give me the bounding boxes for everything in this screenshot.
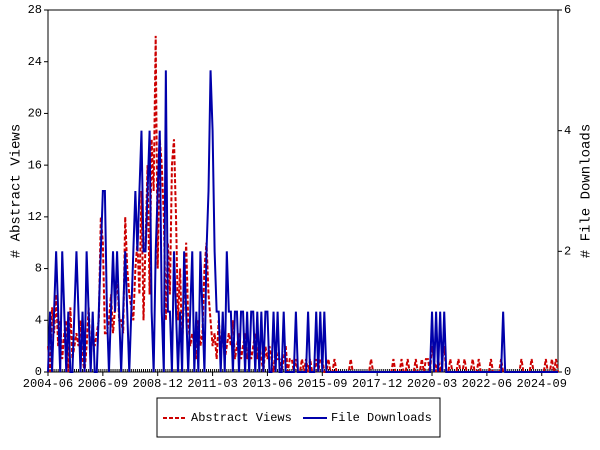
x-tick-label: 2013-06: [242, 377, 292, 391]
y-tick-label: 12: [28, 210, 42, 224]
series-line: [47, 35, 559, 373]
y2-axis-label: # File Downloads: [579, 124, 595, 258]
legend-label: Abstract Views: [191, 411, 292, 425]
y-tick-label: 28: [28, 3, 42, 17]
y-tick-label: 20: [28, 107, 42, 121]
x-tick-label: 2006-09: [78, 377, 128, 391]
y-tick-label: 8: [35, 262, 42, 276]
plot-frame: [47, 9, 559, 373]
y2-tick-label: 0: [564, 365, 571, 379]
y-tick-label: 24: [28, 55, 42, 69]
y-tick-label: 16: [28, 158, 42, 172]
x-tick-label: 2015-09: [297, 377, 347, 391]
y2-tick-label: 2: [564, 245, 571, 259]
y2-tick-label: 4: [564, 124, 571, 138]
y-axis-label: # Abstract Views: [9, 124, 25, 258]
x-tick-label: 2024-09: [517, 377, 567, 391]
x-tick-label: 2020-03: [407, 377, 457, 391]
x-tick-label: 2017-12: [352, 377, 402, 391]
y2-tick-label: 6: [564, 3, 571, 17]
legend-box: [156, 397, 441, 438]
x-tick-label: 2004-06: [23, 377, 73, 391]
x-tick-label: 2022-06: [462, 377, 512, 391]
x-tick-label: 2011-03: [187, 377, 237, 391]
legend-label: File Downloads: [331, 411, 432, 425]
y-tick-label: 4: [35, 313, 42, 327]
series-line: [47, 70, 558, 373]
y-tick-label: 0: [35, 365, 42, 379]
x-tick-label: 2008-12: [133, 377, 183, 391]
